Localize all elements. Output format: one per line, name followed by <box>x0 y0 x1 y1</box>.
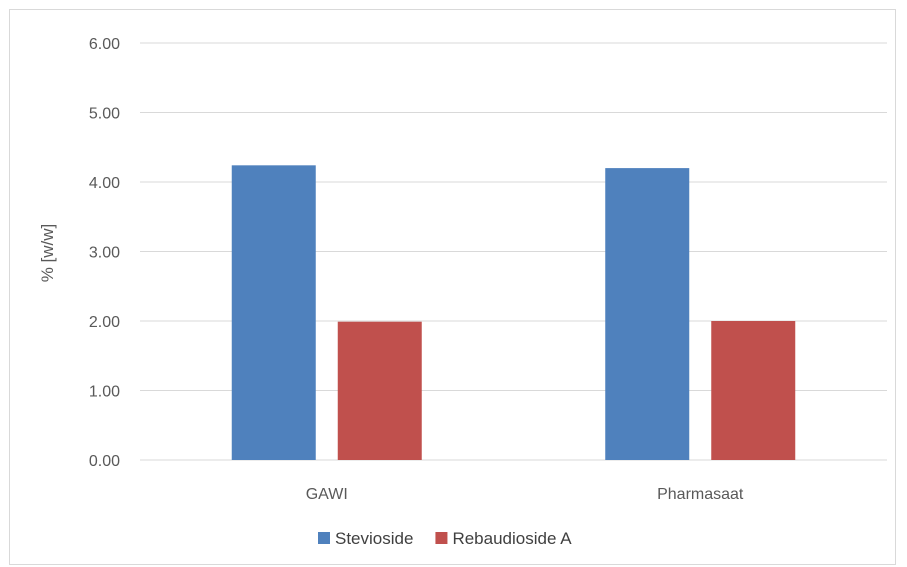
legend-swatch <box>435 532 448 544</box>
x-tick-label: GAWI <box>306 486 348 503</box>
bar-rebaudioside-a-gawi <box>337 321 422 460</box>
y-tick-label: 1.00 <box>89 384 120 401</box>
legend-label: Stevioside <box>335 529 413 548</box>
bar-rebaudioside-a-pharmasaat <box>711 321 796 460</box>
y-axis-title: % [w/w] <box>38 224 57 283</box>
y-tick-label: 0.00 <box>89 453 120 470</box>
legend-label: Rebaudioside A <box>452 529 572 548</box>
bar-stevioside-gawi <box>231 165 316 460</box>
legend: Stevioside Rebaudioside A <box>318 529 572 548</box>
x-tick-label: Pharmasaat <box>657 486 744 503</box>
bar-stevioside-pharmasaat <box>605 168 690 460</box>
y-tick-label: 5.00 <box>89 106 120 123</box>
y-tick-labels: 0.00 1.00 2.00 3.00 4.00 5.00 6.00 <box>89 36 120 470</box>
bars <box>231 165 796 460</box>
legend-swatch <box>318 532 330 544</box>
y-tick-label: 4.00 <box>89 175 120 192</box>
y-tick-label: 3.00 <box>89 245 120 262</box>
x-tick-labels: GAWI Pharmasaat <box>306 486 744 503</box>
y-tick-label: 6.00 <box>89 36 120 53</box>
y-tick-label: 2.00 <box>89 314 120 331</box>
chart-frame <box>9 9 896 565</box>
